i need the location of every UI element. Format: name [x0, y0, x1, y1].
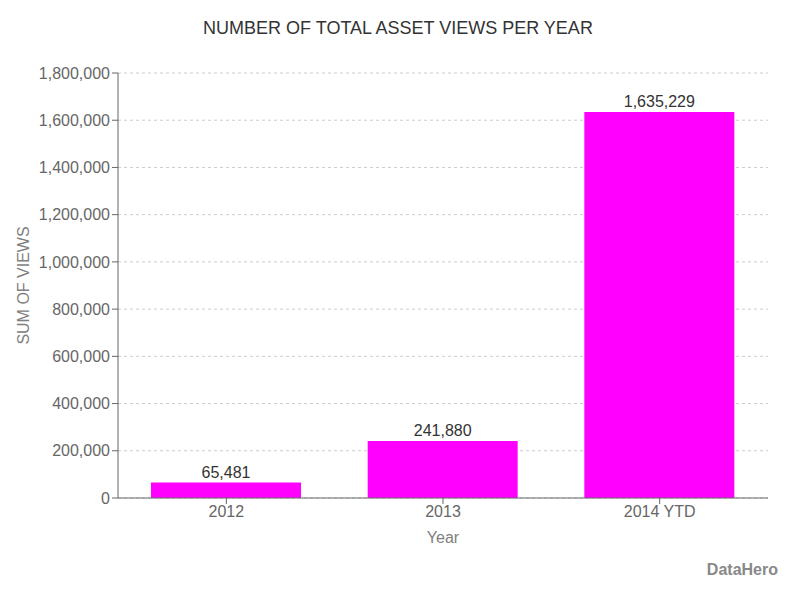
svg-text:1,000,000: 1,000,000 — [39, 254, 110, 271]
svg-text:SUM OF VIEWS: SUM OF VIEWS — [15, 226, 32, 344]
svg-text:65,481: 65,481 — [202, 464, 251, 481]
svg-text:1,800,000: 1,800,000 — [39, 65, 110, 82]
svg-text:1,200,000: 1,200,000 — [39, 206, 110, 223]
svg-text:200,000: 200,000 — [52, 442, 110, 459]
svg-text:400,000: 400,000 — [52, 395, 110, 412]
html-text:DataHero: DataHero — [706, 561, 778, 578]
svg-text:1,400,000: 1,400,000 — [39, 159, 110, 176]
svg-text:Year: Year — [427, 529, 460, 546]
svg-text:1,635,229: 1,635,229 — [624, 93, 695, 110]
svg-text:241,880: 241,880 — [414, 422, 472, 439]
svg-text:0: 0 — [101, 490, 110, 507]
svg-text:800,000: 800,000 — [52, 301, 110, 318]
svg-text:1,600,000: 1,600,000 — [39, 112, 110, 129]
svg-text:600,000: 600,000 — [52, 348, 110, 365]
html-text:NUMBER OF TOTAL ASSET VIEWS PE: NUMBER OF TOTAL ASSET VIEWS PER YEAR — [203, 18, 593, 38]
svg-text:2012: 2012 — [209, 503, 245, 520]
svg-text:2013: 2013 — [425, 503, 461, 520]
svg-text:2014 YTD: 2014 YTD — [624, 503, 696, 520]
